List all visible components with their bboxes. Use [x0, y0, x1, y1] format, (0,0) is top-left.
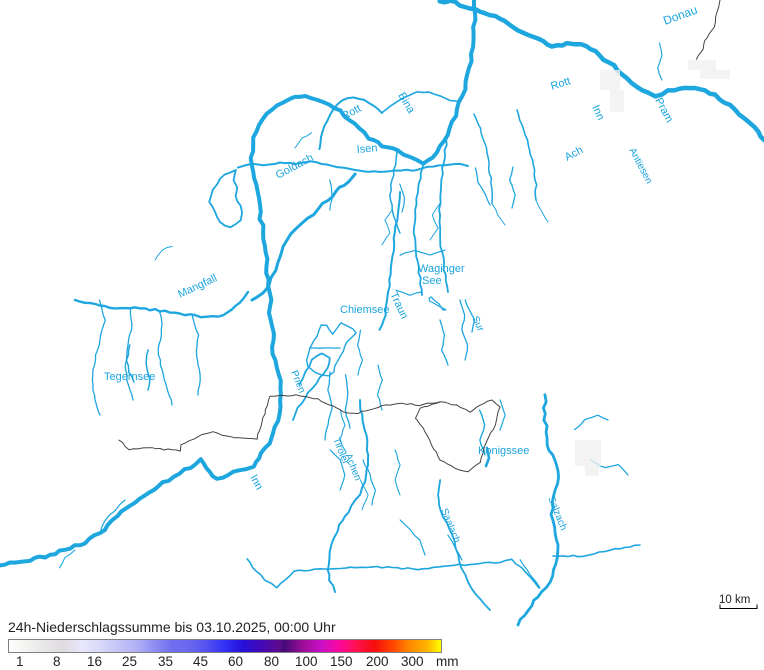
svg-text:Salzach: Salzach	[545, 495, 569, 532]
svg-text:Donau: Donau	[661, 3, 699, 28]
svg-text:Rott: Rott	[549, 75, 572, 93]
svg-text:See: See	[422, 275, 442, 287]
svg-text:Saalach: Saalach	[438, 507, 462, 545]
svg-text:Traun: Traun	[387, 290, 410, 321]
svg-text:Goldach: Goldach	[274, 152, 316, 182]
svg-text:Achen: Achen	[342, 452, 363, 482]
svg-text:Inn: Inn	[589, 103, 606, 122]
svg-text:Chiemsee: Chiemsee	[340, 304, 390, 316]
svg-text:Bina: Bina	[395, 91, 417, 117]
svg-text:Konigssee: Konigssee	[478, 445, 529, 457]
svg-text:Mangfall: Mangfall	[176, 272, 219, 300]
svg-text:Tegernsee: Tegernsee	[104, 371, 155, 383]
svg-text:Inn: Inn	[247, 473, 265, 492]
svg-text:Isen: Isen	[356, 142, 378, 156]
svg-text:Antiesen: Antiesen	[626, 146, 654, 186]
svg-text:Pram: Pram	[652, 96, 675, 125]
svg-text:Waginger: Waginger	[418, 263, 465, 275]
svg-text:Ach: Ach	[563, 144, 585, 164]
